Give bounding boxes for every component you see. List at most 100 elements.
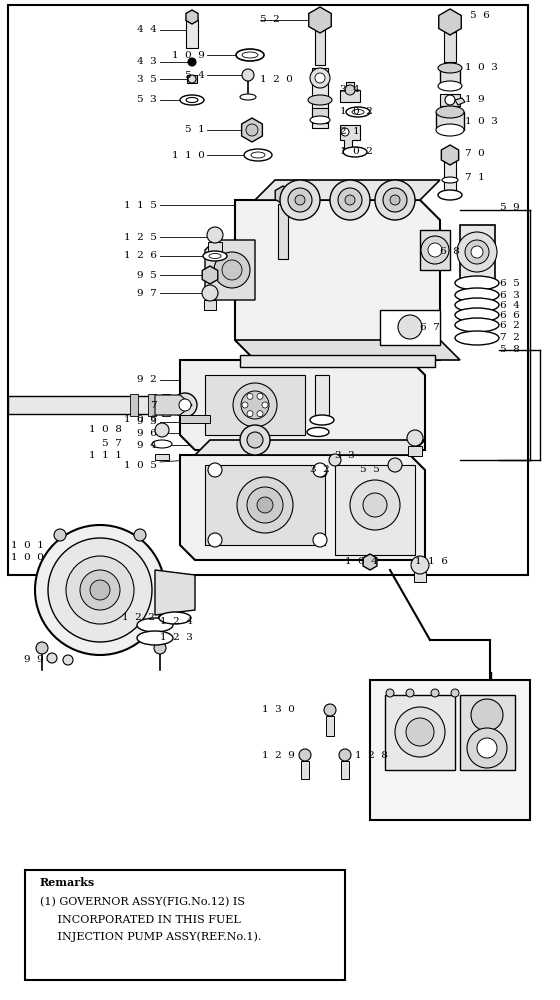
Text: 6  5: 6 5 (500, 278, 520, 288)
Text: 9  3: 9 3 (137, 418, 157, 426)
Text: 1  0  0: 1 0 0 (11, 554, 44, 562)
Polygon shape (340, 125, 360, 150)
Ellipse shape (438, 190, 462, 200)
Circle shape (257, 497, 273, 513)
Circle shape (47, 653, 57, 663)
Circle shape (188, 58, 196, 66)
Circle shape (208, 533, 222, 547)
Polygon shape (195, 440, 425, 455)
Bar (162, 394, 170, 416)
Text: 5  5: 5 5 (360, 466, 380, 475)
Text: 9  4: 9 4 (137, 440, 157, 450)
Bar (346, 82, 354, 92)
Circle shape (421, 236, 449, 264)
Bar (460, 225, 495, 280)
Ellipse shape (455, 298, 499, 312)
Ellipse shape (240, 94, 256, 100)
Circle shape (154, 642, 166, 654)
Polygon shape (186, 10, 198, 24)
Bar (155, 454, 169, 460)
Bar (315, 30, 325, 65)
Bar (444, 32, 456, 62)
Circle shape (257, 411, 263, 417)
Circle shape (395, 707, 445, 757)
Circle shape (173, 393, 197, 417)
Text: 6  6: 6 6 (500, 310, 520, 320)
Bar (187, 75, 197, 83)
Ellipse shape (310, 116, 330, 124)
Polygon shape (309, 7, 332, 33)
Bar (240, 355, 435, 367)
Text: 1  1  1: 1 1 1 (89, 450, 122, 460)
Text: 1  2  6: 1 2 6 (124, 251, 157, 260)
Bar (186, 20, 198, 48)
Polygon shape (180, 455, 425, 560)
Circle shape (90, 580, 110, 600)
Text: 1  0  6: 1 0 6 (124, 416, 157, 424)
Text: 1  2  3: 1 2 3 (160, 633, 193, 642)
Circle shape (299, 749, 311, 761)
Circle shape (375, 180, 415, 220)
Text: 1  1  6: 1 1 6 (415, 558, 448, 566)
Bar (8, 396, 188, 414)
Bar (180, 415, 210, 423)
Circle shape (242, 402, 248, 408)
Text: Remarks: Remarks (40, 878, 95, 888)
Ellipse shape (209, 253, 221, 258)
Text: 5  1: 5 1 (185, 125, 205, 134)
Text: 9  5: 9 5 (137, 270, 157, 279)
Ellipse shape (137, 631, 173, 645)
Bar (301, 761, 309, 779)
Bar (440, 94, 460, 106)
Circle shape (233, 383, 277, 427)
Text: 6  8: 6 8 (440, 247, 460, 256)
Text: 1  0  9: 1 0 9 (172, 50, 205, 60)
Circle shape (398, 315, 422, 339)
Circle shape (54, 529, 66, 541)
Circle shape (471, 246, 483, 258)
Ellipse shape (180, 95, 204, 105)
Circle shape (80, 570, 120, 610)
Circle shape (317, 467, 327, 477)
Circle shape (324, 704, 336, 716)
Bar (8, 5, 528, 575)
Circle shape (457, 232, 497, 272)
Bar (335, 465, 415, 555)
Polygon shape (235, 200, 440, 360)
Circle shape (338, 188, 362, 212)
Circle shape (341, 128, 349, 136)
Text: 1  1  0: 1 1 0 (172, 150, 205, 159)
Circle shape (179, 399, 191, 411)
Circle shape (350, 480, 400, 530)
Bar (440, 68, 460, 86)
Text: 4  3: 4 3 (137, 57, 157, 66)
Ellipse shape (438, 81, 462, 91)
Polygon shape (380, 310, 440, 345)
Circle shape (208, 463, 222, 477)
Circle shape (257, 393, 263, 399)
Bar (408, 446, 422, 456)
Circle shape (240, 425, 270, 455)
Bar (340, 90, 360, 102)
Text: 1  0  1: 1 0 1 (11, 540, 44, 550)
Circle shape (207, 227, 223, 243)
Circle shape (247, 487, 283, 523)
Text: 3  2: 3 2 (310, 466, 330, 475)
Text: 1  0  4: 1 0 4 (345, 558, 378, 566)
Polygon shape (180, 360, 425, 450)
Bar (130, 394, 138, 416)
Ellipse shape (442, 177, 458, 183)
Circle shape (214, 252, 250, 288)
Bar (205, 465, 325, 545)
Text: INJECTION PUMP ASSY(REF.No.1).: INJECTION PUMP ASSY(REF.No.1). (40, 932, 262, 942)
Circle shape (313, 463, 327, 477)
Bar (204, 300, 216, 310)
Text: 1  1  5: 1 1 5 (124, 200, 157, 210)
Text: 7  1: 7 1 (465, 174, 485, 182)
Text: 1  2  4: 1 2 4 (160, 617, 193, 626)
Bar (444, 148, 456, 193)
Circle shape (407, 430, 423, 446)
Text: 1  0  5: 1 0 5 (124, 460, 157, 470)
Circle shape (386, 689, 394, 697)
Text: 7: 7 (151, 400, 157, 410)
